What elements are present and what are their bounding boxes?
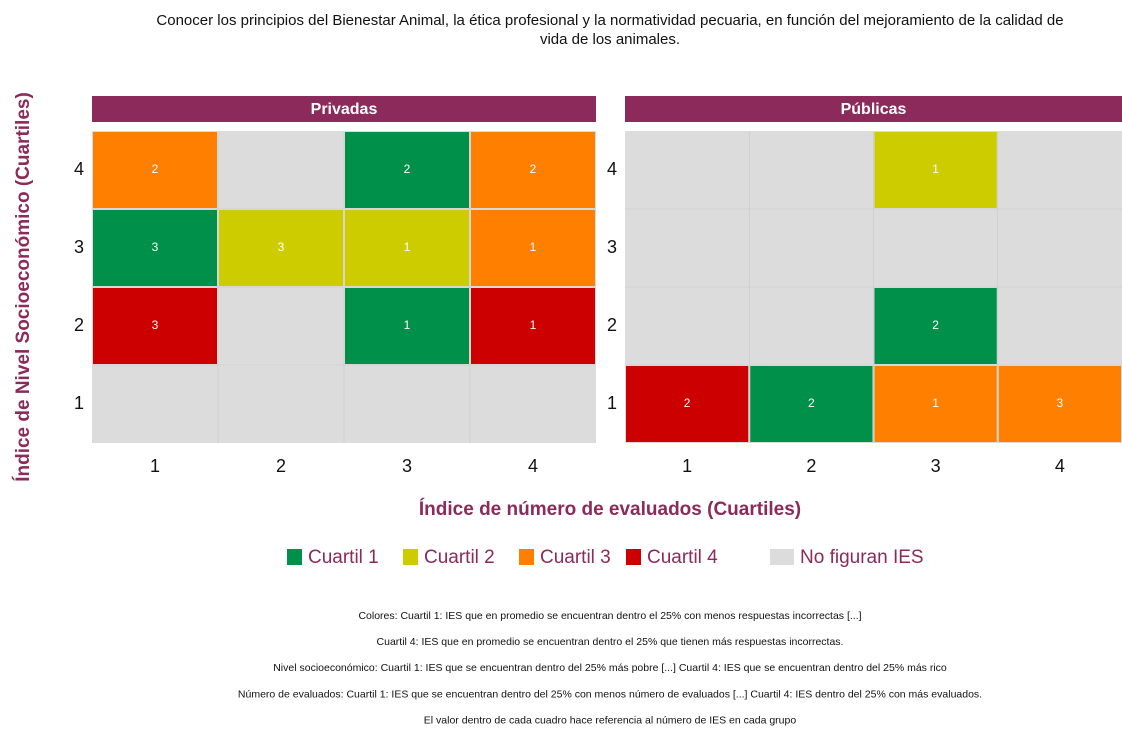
heatmap-cell xyxy=(93,288,217,364)
y-tick-label: 2 xyxy=(74,315,84,335)
panel-strip xyxy=(92,96,596,122)
x-axis-title: Índice de número de evaluados (Cuartiles… xyxy=(419,498,801,520)
x-tick-label: 1 xyxy=(150,456,160,476)
legend-label: Cuartil 4 xyxy=(647,547,718,568)
cell-label: 1 xyxy=(404,318,411,332)
legend-swatch xyxy=(770,549,794,565)
x-tick-label: 1 xyxy=(682,456,692,476)
y-tick-label: 4 xyxy=(607,159,617,179)
legend-label: Cuartil 3 xyxy=(540,547,611,568)
heatmap-cell xyxy=(471,132,595,208)
heatmap-cell xyxy=(626,366,749,442)
x-tick-label: 3 xyxy=(402,456,412,476)
cell-label: 1 xyxy=(404,240,411,254)
cell-label: 1 xyxy=(530,240,537,254)
heatmap-cell xyxy=(345,210,469,286)
x-tick-label: 2 xyxy=(806,456,816,476)
heatmap-cell xyxy=(345,132,469,208)
heatmap-cell xyxy=(471,288,595,364)
y-tick-label: 3 xyxy=(607,237,617,257)
legend-label: Cuartil 1 xyxy=(308,547,379,568)
cell-label: 2 xyxy=(684,396,691,410)
legend-label: Cuartil 2 xyxy=(424,547,495,568)
heatmap-cell xyxy=(219,210,343,286)
y-tick-label: 1 xyxy=(607,393,617,413)
x-tick-label: 3 xyxy=(931,456,941,476)
heatmap-cell xyxy=(471,210,595,286)
chart-title: Conocer los principios del Bienestar Ani… xyxy=(156,12,1064,48)
y-tick-label: 3 xyxy=(74,237,84,257)
cell-label: 3 xyxy=(152,240,159,254)
legend-swatch xyxy=(519,549,534,565)
footnote: Cuartil 4: IES que en promedio se encuen… xyxy=(377,636,844,648)
cell-label: 2 xyxy=(152,162,159,176)
cell-label: 3 xyxy=(278,240,285,254)
cell-label: 2 xyxy=(404,162,411,176)
heatmap-cell xyxy=(93,210,217,286)
cell-label: 1 xyxy=(932,162,939,176)
footnote: Número de evaluados: Cuartil 1: IES que … xyxy=(238,688,982,700)
legend-label: No figuran IES xyxy=(800,547,924,568)
x-tick-label: 2 xyxy=(276,456,286,476)
heatmap-cell xyxy=(874,288,997,364)
cell-label: 3 xyxy=(152,318,159,332)
cell-label: 2 xyxy=(530,162,537,176)
legend-swatch xyxy=(626,549,641,565)
cell-label: 3 xyxy=(1057,396,1064,410)
footnote: El valor dentro de cada cuadro hace refe… xyxy=(424,715,797,727)
panel-strip xyxy=(625,96,1122,122)
heatmap-cell xyxy=(998,366,1121,442)
y-axis-title: Índice de Nivel Socioeconómico (Cuartile… xyxy=(12,92,34,482)
cell-label: 1 xyxy=(932,396,939,410)
y-tick-label: 1 xyxy=(74,393,84,413)
cell-label: 1 xyxy=(530,318,537,332)
heatmap-cell xyxy=(750,366,873,442)
panel-title: Públicas xyxy=(841,101,907,118)
legend-swatch xyxy=(403,549,418,565)
x-tick-label: 4 xyxy=(528,456,538,476)
y-tick-label: 2 xyxy=(607,315,617,335)
x-tick-label: 4 xyxy=(1055,456,1065,476)
heatmap-cell xyxy=(345,288,469,364)
footnote: Nivel socioeconómico: Cuartil 1: IES que… xyxy=(273,662,947,674)
footnote: Colores: Cuartil 1: IES que en promedio … xyxy=(358,610,861,622)
heatmap-cell xyxy=(874,132,997,208)
heatmap-cell xyxy=(874,366,997,442)
cell-label: 2 xyxy=(932,318,939,332)
cell-label: 2 xyxy=(808,396,815,410)
panel-title: Privadas xyxy=(311,101,378,118)
heatmap-cell xyxy=(93,132,217,208)
legend-swatch xyxy=(287,549,302,565)
y-tick-label: 4 xyxy=(74,159,84,179)
